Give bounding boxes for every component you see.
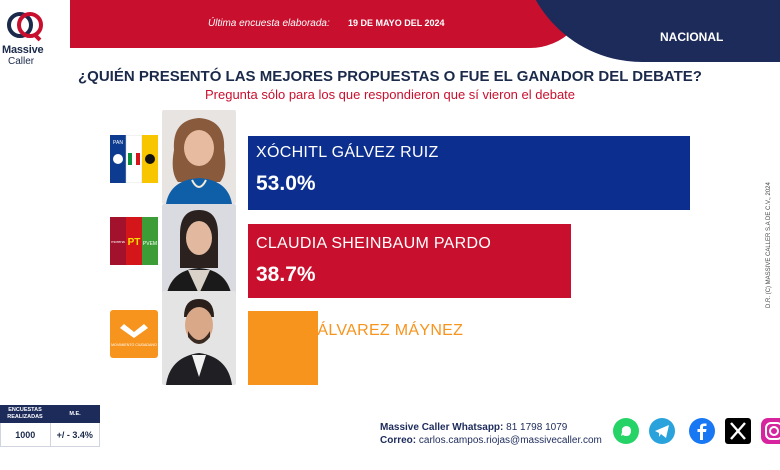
survey-stats-table: ENCUESTAS REALIZADAS M.E. 1000 +/ - 3.4% <box>0 405 100 451</box>
whatsapp-contact: Massive Caller Whatsapp: 81 1798 1079 <box>380 422 567 433</box>
candidate-portrait-icon <box>166 299 232 385</box>
svg-text:PAN: PAN <box>113 140 123 146</box>
candidate-portrait-icon <box>166 210 232 298</box>
stats-count: 1000 <box>15 429 36 440</box>
chart-title: ¿QUIÉN PRESENTÓ LAS MEJORES PROPUESTAS O… <box>78 68 702 85</box>
bar-jorge <box>248 311 318 385</box>
survey-date: 19 DE MAYO DEL 2024 <box>348 18 445 28</box>
logo-mark-icon <box>7 12 43 42</box>
photo-xochitl <box>162 110 236 204</box>
party-logo-mc: MOVIMIENTO CIUDADANO <box>110 310 158 358</box>
candidate-name-claudia: CLAUDIA SHEINBAUM PARDO <box>256 235 492 252</box>
candidate-name-xochitl: XÓCHITL GÁLVEZ RUIZ <box>256 144 439 161</box>
pvem-logo-icon <box>142 217 158 265</box>
instagram-icon[interactable] <box>760 417 780 445</box>
logo-text-caller: Caller <box>8 56 35 67</box>
value-label-jorge: 8.3% <box>256 351 304 374</box>
telegram-icon[interactable] <box>648 417 676 445</box>
whatsapp-label: Massive Caller Whatsapp: <box>380 422 504 433</box>
photo-claudia <box>162 204 236 298</box>
whatsapp-icon[interactable] <box>612 417 640 445</box>
svg-text:MOVIMIENTO CIUDADANO: MOVIMIENTO CIUDADANO <box>111 343 157 347</box>
party-logos-morena-pt-pvem: morena PT PVEM <box>110 217 158 265</box>
pt-logo-icon <box>126 217 142 265</box>
svg-text:PVEM: PVEM <box>143 241 157 247</box>
copyright-credit: D.R. (C) MASSIVE CALLER S.A DE C.V., 202… <box>766 182 772 308</box>
svg-text:PT: PT <box>128 237 141 248</box>
party-logos-pan-pri-prd: PAN <box>110 135 158 183</box>
value-label-xochitl: 53.0% <box>256 172 316 195</box>
value-label-claudia: 38.7% <box>256 263 316 286</box>
bar-xochitl <box>248 136 690 210</box>
logo-text-massive: Massive <box>2 44 44 56</box>
email-contact: Correo: carlos.campos.riojas@massivecall… <box>380 435 602 446</box>
survey-date-label: Última encuesta elaborada: <box>208 18 330 29</box>
svg-text:morena: morena <box>111 239 125 244</box>
stats-header-encuestas: ENCUESTAS REALIZADAS <box>7 407 43 420</box>
stats-margin: +/ - 3.4% <box>49 423 100 446</box>
candidate-portrait-icon <box>166 118 232 204</box>
candidate-name-jorge: JORGE ÁLVAREZ MÁYNEZ <box>256 322 464 339</box>
facebook-icon[interactable] <box>688 417 716 445</box>
whatsapp-number: 81 1798 1079 <box>506 422 568 433</box>
header-red-band <box>70 0 590 48</box>
email-link[interactable]: carlos.campos.riojas@massivecaller.com <box>418 435 602 446</box>
scope-label: NACIONAL <box>660 30 724 44</box>
email-label: Correo: <box>380 435 417 446</box>
header-band: Última encuesta elaborada: 19 DE MAYO DE… <box>0 0 780 62</box>
chart-subtitle: Pregunta sólo para los que respondieron … <box>204 87 576 102</box>
bar-claudia <box>248 224 571 298</box>
morena-logo-icon <box>110 217 126 265</box>
x-twitter-icon[interactable] <box>724 417 752 445</box>
massive-caller-logo: Massive Caller <box>2 8 52 67</box>
photo-jorge <box>162 291 236 385</box>
stats-header-me: M.E. <box>69 410 81 417</box>
